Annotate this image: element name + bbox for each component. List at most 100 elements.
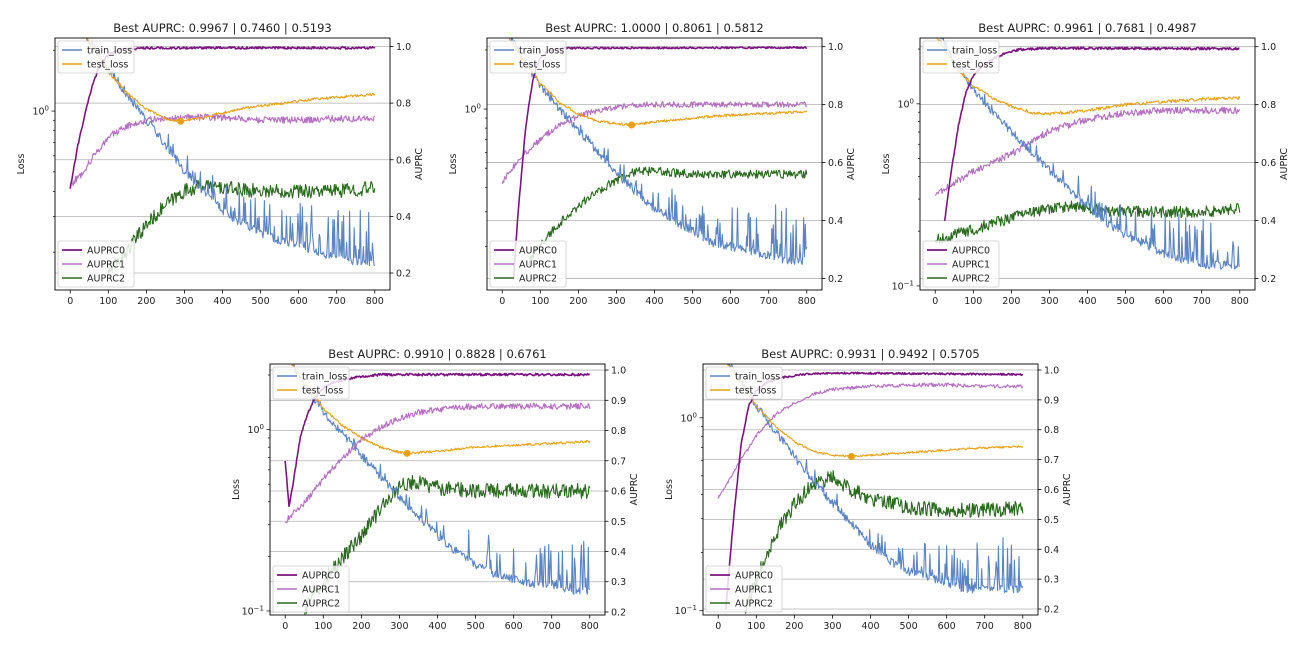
x-tick-label: 0 (932, 296, 938, 307)
x-tick-label: 700 (543, 621, 561, 632)
legend-label: AUPRC1 (735, 585, 773, 596)
y2-tick-label: 0.4 (1044, 545, 1059, 556)
legend-label: train_loss (87, 46, 132, 57)
legend-box (489, 240, 567, 288)
x-tick-label: 500 (683, 296, 701, 307)
y-tick-label: 10−1 (892, 279, 914, 292)
series-line-auprc2 (303, 475, 591, 615)
x-tick-label: 200 (137, 296, 155, 307)
y2-tick-label: 0.6 (828, 158, 843, 169)
legend-label: AUPRC2 (735, 599, 773, 610)
x-tick-label: 0 (499, 296, 505, 307)
chart-title: Best AUPRC: 0.9910 | 0.8828 | 0.6761 (328, 347, 546, 361)
legend-box (272, 366, 350, 400)
x-tick-label: 800 (366, 296, 384, 307)
legend-auprc: AUPRC0 AUPRC1 AUPRC2 (489, 240, 567, 288)
x-tick-label: 700 (1193, 296, 1211, 307)
chart-panel-1: 0 100 200 300 400 500 600 700 800 0.2 0.4 0.6 0.8 1.0… (16, 21, 425, 307)
y2-tick-label: 0.9 (1044, 395, 1059, 406)
legend-label: test_loss (519, 60, 560, 71)
x-tick-label: 600 (505, 621, 523, 632)
y2-tick-label: 0.3 (611, 577, 626, 588)
y2-tick-label: 1.0 (828, 42, 843, 53)
x-tick-label: 400 (1078, 296, 1096, 307)
series-line-test-loss (85, 38, 376, 123)
legend-box (489, 40, 567, 74)
x-tick-label: 0 (282, 621, 288, 632)
legend-loss: train_loss test_loss (489, 40, 567, 74)
legend-label: test_loss (302, 386, 343, 397)
legend-label: AUPRC1 (87, 260, 125, 271)
y2-axis-label: AUPRC (629, 473, 640, 505)
legend-label: test_loss (735, 386, 776, 397)
chart-title: Best AUPRC: 0.9967 | 0.7460 | 0.5193 (113, 21, 331, 35)
x-tick-label: 300 (607, 296, 625, 307)
series-line-auprc1 (717, 382, 1024, 499)
legend-box (922, 240, 1000, 288)
y-tick-label: 10−1 (675, 604, 697, 617)
series-line-train-loss (939, 38, 1240, 270)
series-line-train-loss (728, 364, 1024, 594)
y2-tick-label: 0.2 (828, 274, 843, 285)
y2-tick-label: 0.2 (1261, 274, 1276, 285)
y2-tick-label: 0.4 (828, 216, 843, 227)
y2-tick-label: 0.8 (396, 99, 411, 110)
y-tick-label: 100 (897, 97, 914, 110)
legend-label: AUPRC2 (87, 274, 125, 285)
y2-tick-label: 1.0 (1044, 365, 1059, 376)
y2-tick-label: 0.2 (611, 607, 626, 618)
y2-tick-label: 0.2 (1044, 605, 1059, 616)
x-tick-label: 700 (760, 296, 778, 307)
legend-label: AUPRC1 (302, 585, 340, 596)
chart-title: Best AUPRC: 0.9931 | 0.9492 | 0.5705 (761, 347, 979, 361)
legend-loss: train_loss test_loss (705, 366, 783, 400)
chart-title: Best AUPRC: 1.0000 | 0.8061 | 0.5812 (545, 21, 763, 35)
series-line-auprc2 (934, 200, 1241, 245)
legend-label: train_loss (952, 46, 997, 57)
x-tick-label: 100 (314, 621, 332, 632)
legend-loss: train_loss test_loss (57, 40, 135, 74)
series-line-train-loss (86, 38, 376, 267)
y2-tick-label: 0.3 (1044, 575, 1059, 586)
best-epoch-marker (177, 117, 185, 125)
y2-tick-label: 0.4 (1261, 216, 1276, 227)
legend-loss: train_loss test_loss (272, 366, 350, 400)
legend-label: train_loss (735, 372, 780, 383)
legend-box (272, 565, 350, 613)
x-tick-label: 500 (251, 296, 269, 307)
y2-tick-label: 0.4 (611, 547, 626, 558)
x-tick-label: 0 (67, 296, 73, 307)
y-axis-label: Loss (448, 154, 459, 175)
legend-label: AUPRC0 (87, 246, 125, 257)
y-tick-label: 10−1 (242, 604, 264, 617)
y2-tick-label: 0.6 (1044, 485, 1059, 496)
y2-tick-label: 0.8 (828, 100, 843, 111)
legend-box (922, 40, 1000, 74)
x-tick-label: 700 (976, 621, 994, 632)
legend-label: AUPRC0 (519, 246, 557, 257)
x-tick-label: 200 (569, 296, 587, 307)
legend-label: AUPRC1 (519, 260, 557, 271)
legend-box (57, 40, 135, 74)
x-tick-label: 300 (1040, 296, 1058, 307)
series-line-auprc2 (528, 166, 808, 266)
y-axis-label: Loss (231, 479, 242, 500)
x-tick-label: 600 (290, 296, 308, 307)
chart-panel-5: 0 100 200 300 400 500 600 700 800 0.2 0.3 0.4 0.5 0.6… (664, 347, 1073, 632)
y2-tick-label: 0.8 (611, 426, 626, 437)
legend-box (57, 240, 135, 288)
y2-tick-label: 0.6 (396, 155, 411, 166)
best-epoch-marker (628, 121, 636, 129)
x-tick-label: 100 (99, 296, 117, 307)
y2-axis-label: AUPRC (1062, 473, 1073, 505)
x-tick-label: 400 (213, 296, 231, 307)
series-line-test-loss (936, 38, 1241, 116)
y2-tick-label: 0.9 (611, 396, 626, 407)
plot-area (934, 38, 1241, 270)
x-tick-label: 500 (466, 621, 484, 632)
y2-tick-label: 1.0 (611, 366, 626, 377)
y-tick-label: 100 (247, 423, 264, 436)
y2-tick-label: 0.6 (611, 487, 626, 498)
y-axis-label: Loss (664, 479, 675, 500)
